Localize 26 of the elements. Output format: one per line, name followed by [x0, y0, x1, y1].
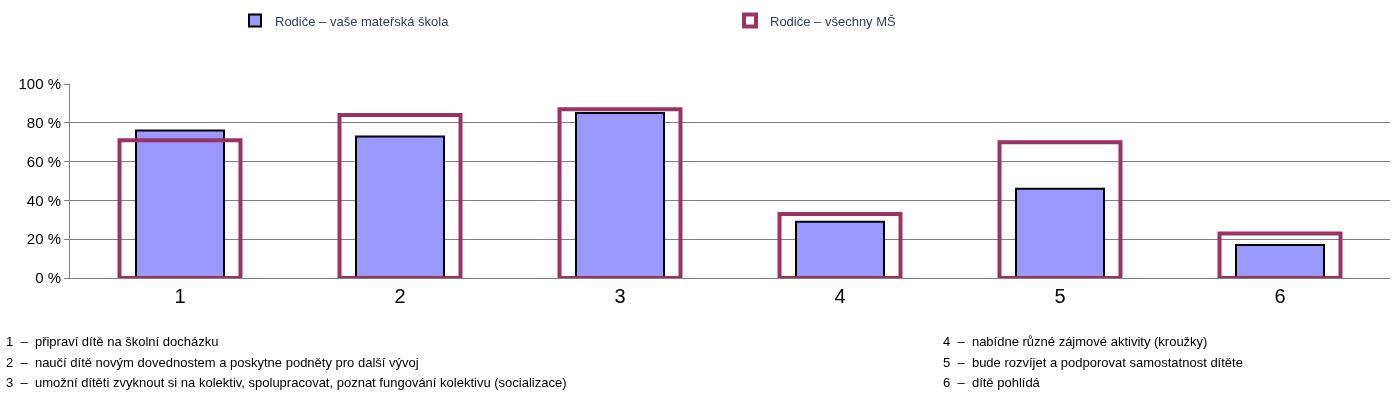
- x-tick-label: 4: [834, 285, 846, 307]
- y-tick-label: 80 %: [26, 114, 61, 132]
- x-tick-label: 2: [394, 285, 406, 307]
- y-tick-label: 40 %: [26, 191, 61, 209]
- y-tick-label: 100 %: [18, 75, 61, 93]
- text: 2 – naučí dítě novým dovednostem a poskytne podněty pro další vývoj: [6, 355, 419, 370]
- x-tick-label: 5: [1054, 285, 1066, 307]
- y-tick-label: 60 %: [26, 152, 61, 170]
- text: 4 – nabídne různé zájmové aktivity (kroužky): [943, 334, 1208, 349]
- bar: [795, 220, 885, 278]
- text: 6 – dítě pohlídá: [943, 375, 1041, 390]
- legend-label: Rodiče – všechny MŠ: [770, 13, 897, 29]
- bar: [575, 112, 665, 278]
- legend-label: Rodiče – vaše mateřská škola: [275, 13, 450, 29]
- bar: [1015, 187, 1105, 278]
- x-tick-label: 3: [614, 285, 626, 307]
- x-tick-label: 1: [174, 285, 186, 307]
- text: 5 – bude rozvíjet a podporovat samostatnost dítěte: [943, 355, 1243, 370]
- bar: [355, 135, 445, 278]
- x-tick-label: 6: [1274, 285, 1286, 307]
- text: 1 – připraví dítě na školní docházku: [6, 334, 219, 349]
- text: 3 – umožní dítěti zvyknout si na kolektiv, spolupracovat, poznat fungování kolektivu (socializace): [6, 375, 567, 390]
- y-tick-label: 20 %: [26, 230, 61, 248]
- bar: [1235, 244, 1325, 278]
- bar: [135, 129, 225, 278]
- y-tick-label: 0 %: [35, 269, 61, 287]
